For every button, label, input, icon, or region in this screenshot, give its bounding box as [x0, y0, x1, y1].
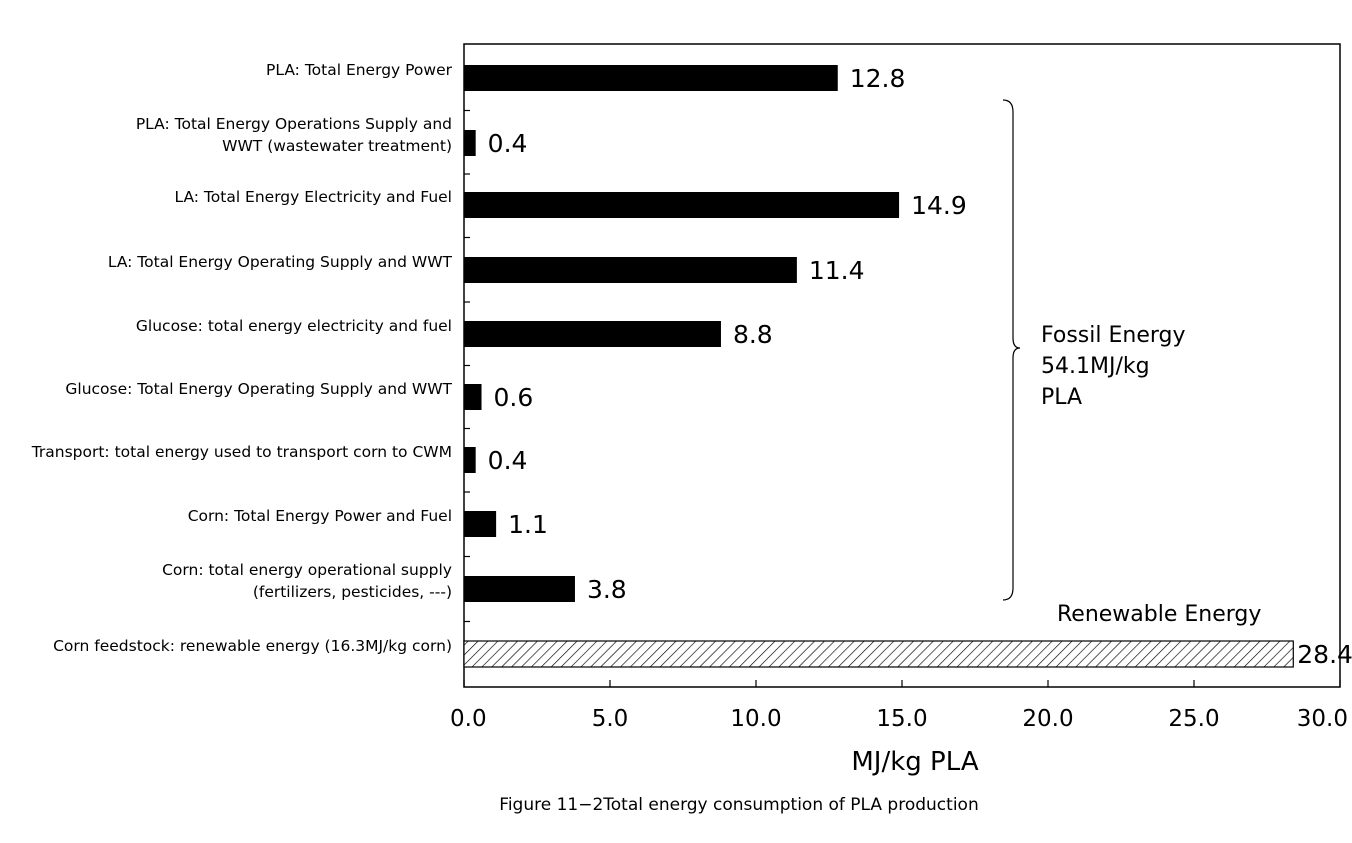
category-label-line: Corn feedstock: renewable energy (16.3MJ… [53, 637, 452, 655]
category-labels: PLA: Total Energy Power PLA: Total Energy… [31, 61, 453, 655]
category-label-line: PLA: Total Energy Operations Supply and [136, 115, 452, 133]
fossil-energy-annotation: Fossil Energy 54.1MJ/kg PLA [1041, 323, 1193, 410]
category-label: Corn: Total Energy Power and Fuel [188, 507, 452, 525]
category-label: PLA: Total Energy Power [266, 61, 453, 79]
x-tick-label: 15.0 [876, 706, 927, 732]
figure-caption: Figure 11−2Total energy consumption of P… [499, 795, 978, 815]
y-ticks [464, 109, 470, 623]
fossil-line-1: Fossil Energy [1041, 323, 1186, 348]
x-tick-label: 25.0 [1168, 706, 1219, 732]
category-label-line: Transport: total energy used to transpor… [31, 443, 452, 461]
bar [464, 192, 900, 218]
category-label: Glucose: total energy electricity and fu… [136, 317, 452, 335]
category-label-line: (fertilizers, pesticides, ---) [253, 583, 452, 601]
category-label: Transport: total energy used to transpor… [31, 443, 452, 461]
value-label: 1.1 [508, 510, 548, 539]
x-tick-label: 10.0 [730, 706, 781, 732]
category-label: Glucose: Total Energy Operating Supply a… [65, 380, 452, 398]
bar [464, 384, 482, 410]
value-label: 28.4 [1297, 640, 1352, 669]
value-label: 3.8 [587, 575, 627, 604]
category-label: LA: Total Energy Electricity and Fuel [174, 188, 452, 206]
value-label: 12.8 [850, 64, 906, 93]
bar [464, 576, 575, 602]
bars [463, 65, 1294, 668]
category-label-line: PLA: Total Energy Power [266, 61, 453, 79]
value-label: 8.8 [733, 320, 773, 349]
fossil-line-3: PLA [1041, 385, 1082, 410]
category-label: PLA: Total Energy Operations Supply and W… [136, 115, 452, 155]
bar [464, 257, 797, 283]
bar [464, 321, 721, 347]
value-label: 0.4 [488, 129, 528, 158]
value-label: 14.9 [911, 191, 967, 220]
category-label-line: Corn: total energy operational supply [162, 561, 452, 579]
x-tick-label: 5.0 [592, 706, 629, 732]
value-label: 0.6 [494, 383, 534, 412]
value-labels: 12.8 0.4 14.9 11.4 8.8 0.6 0.4 1.1 3.8 28.4 [488, 64, 1352, 669]
bar [464, 130, 476, 156]
x-tick-label: 30.0 [1297, 706, 1348, 732]
bar [464, 511, 497, 537]
renewable-energy-annotation: Renewable Energy [1057, 602, 1261, 627]
category-label: LA: Total Energy Operating Supply and WW… [108, 253, 453, 271]
category-label-line: LA: Total Energy Electricity and Fuel [174, 188, 452, 206]
category-label-line: Glucose: Total Energy Operating Supply a… [65, 380, 452, 398]
value-label: 0.4 [488, 446, 528, 475]
bar [464, 65, 838, 91]
value-label: 11.4 [809, 256, 865, 285]
fossil-line-2: 54.1MJ/kg [1041, 354, 1150, 379]
category-label-line: WWT (wastewater treatment) [222, 137, 452, 155]
x-axis-label: MJ/kg PLA [851, 747, 978, 777]
x-tick-label: 20.0 [1022, 706, 1073, 732]
category-label: Corn feedstock: renewable energy (16.3MJ… [53, 637, 452, 655]
bar [464, 447, 476, 473]
x-ticks: 0.0 5.0 10.0 15.0 20.0 25.0 30.0 [450, 680, 1348, 732]
category-label-line: Glucose: total energy electricity and fu… [136, 317, 452, 335]
fossil-brace [1002, 99, 1021, 601]
category-label: Corn: total energy operational supply (fe… [162, 561, 452, 601]
bar [463, 640, 1294, 668]
x-tick-label: 0.0 [450, 706, 487, 732]
category-label-line: LA: Total Energy Operating Supply and WW… [108, 253, 453, 271]
category-label-line: Corn: Total Energy Power and Fuel [188, 507, 452, 525]
